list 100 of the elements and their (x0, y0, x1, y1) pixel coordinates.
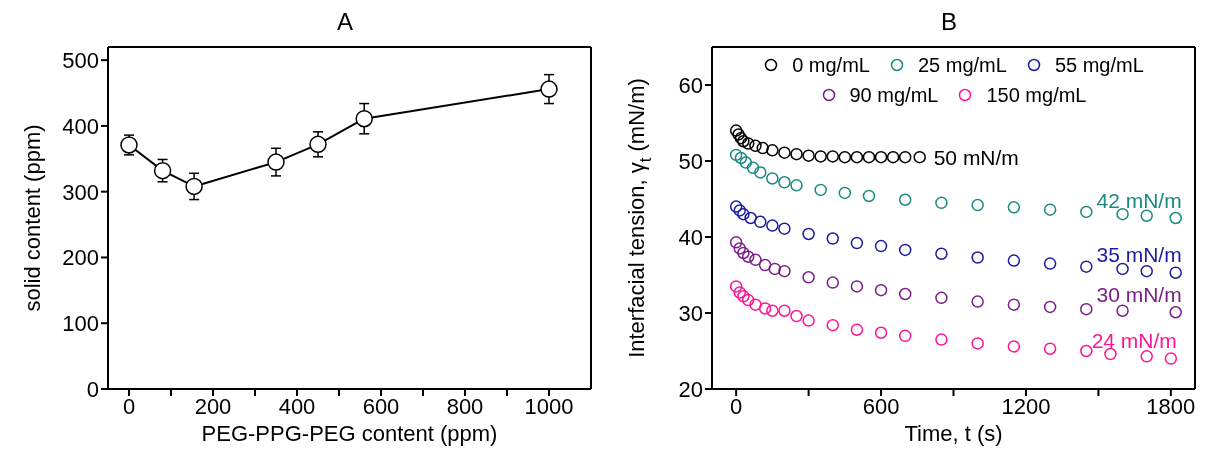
point (1169, 305, 1182, 319)
x-tick-label: 600 (862, 393, 900, 419)
point (267, 153, 285, 171)
x-tick-label: 200 (194, 393, 232, 419)
x-tick-label: 1200 (1001, 393, 1051, 419)
point (729, 148, 743, 162)
point (749, 298, 762, 311)
point (935, 247, 948, 260)
point (898, 287, 912, 301)
y-tick-label: 500 (62, 47, 99, 73)
point (737, 246, 750, 260)
point (540, 80, 558, 98)
point (1169, 266, 1182, 279)
point (862, 189, 876, 203)
point (733, 204, 747, 217)
legend-label: 25 mg/mL (917, 53, 1007, 78)
point (826, 318, 839, 332)
y-tick-label: 400 (62, 113, 99, 139)
point (802, 271, 815, 284)
point (913, 150, 926, 164)
point (826, 150, 839, 163)
y-tick-label: 20 (678, 376, 703, 402)
point (850, 280, 864, 293)
point (766, 172, 779, 185)
point (1007, 254, 1021, 267)
point (935, 333, 948, 346)
point (850, 236, 864, 250)
point (1007, 201, 1021, 214)
x-tick-label: 400 (278, 393, 316, 419)
y-tick-label: 300 (62, 179, 99, 205)
point (886, 150, 900, 164)
legend-label: 150 mg/mL (986, 83, 1087, 108)
point (874, 150, 888, 164)
y-tick-label: 100 (62, 311, 99, 337)
point (1043, 203, 1057, 216)
point (898, 193, 912, 207)
point (850, 323, 864, 336)
point (874, 239, 888, 253)
point (1080, 344, 1093, 358)
point (1140, 209, 1153, 222)
legend-label: 55 mg/mL (1054, 53, 1144, 78)
point (935, 196, 948, 210)
point (741, 137, 755, 150)
point (729, 236, 743, 249)
y-axis-title: solid content (ppm) (19, 124, 45, 312)
point (749, 139, 762, 153)
point (741, 293, 755, 307)
point (749, 253, 762, 267)
point (1116, 207, 1129, 221)
legend-label: 90 mg/mL (849, 83, 939, 108)
point (826, 276, 839, 289)
point (874, 283, 888, 297)
point (355, 109, 373, 128)
point (1169, 211, 1182, 225)
point (734, 151, 748, 165)
point (802, 149, 815, 162)
x-tick-label: 1800 (1146, 393, 1196, 419)
point (898, 243, 912, 257)
point (778, 146, 791, 159)
point (737, 290, 750, 303)
x-tick-label: 0 (122, 393, 136, 419)
point (766, 304, 779, 317)
point (1104, 347, 1117, 361)
x-axis-title: PEG-PPG-PEG content (ppm) (201, 421, 498, 446)
point (1140, 350, 1153, 363)
point (756, 141, 769, 155)
point (1043, 300, 1057, 314)
x-tick-label: 1000 (524, 393, 574, 419)
point (1043, 257, 1057, 270)
legend-label: 0 mg/mL (792, 53, 870, 78)
x-tick-label: 0 (730, 393, 743, 419)
point (814, 150, 827, 163)
point (754, 215, 767, 229)
point (1007, 340, 1021, 353)
point (1140, 264, 1153, 278)
y-tick-label: 200 (62, 245, 99, 271)
annotation: 24 mN/m (1091, 329, 1177, 353)
point (1164, 352, 1178, 365)
point (790, 309, 803, 323)
chart-title: B (940, 8, 958, 36)
point (971, 337, 984, 350)
point (1116, 304, 1129, 317)
point (790, 147, 803, 161)
point (729, 280, 743, 293)
chart-title: A (336, 8, 354, 36)
point (790, 179, 803, 192)
point (754, 166, 767, 179)
annotation: 50 mN/m (933, 145, 1019, 169)
point (971, 295, 984, 308)
point (935, 291, 948, 305)
point (971, 251, 984, 264)
x-axis-title: Time, t (s) (904, 421, 1003, 446)
point (862, 150, 876, 164)
point (898, 329, 912, 343)
point (1116, 262, 1129, 276)
point (850, 150, 864, 164)
point (1080, 260, 1093, 273)
point (1007, 298, 1021, 311)
point (1080, 302, 1093, 316)
point (768, 262, 782, 276)
